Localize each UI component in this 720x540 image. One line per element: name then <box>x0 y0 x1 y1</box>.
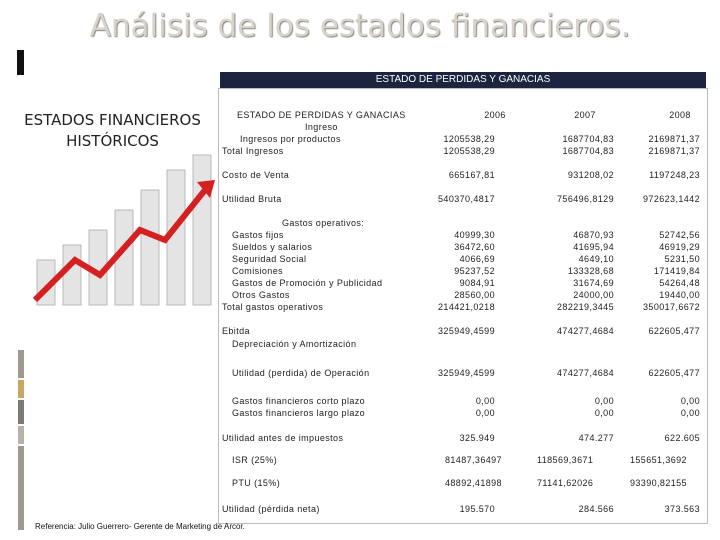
cell-value: 31674,69 <box>573 278 614 288</box>
accent-block <box>17 50 24 75</box>
cell-value: 2169871,37 <box>648 146 700 156</box>
cell-value: 325.949 <box>459 433 495 443</box>
cell-value: 1205538,29 <box>443 134 495 144</box>
cell-value: 4066,69 <box>459 254 495 264</box>
cell-value: 195.570 <box>459 504 495 514</box>
cell-value: 41695,94 <box>573 242 614 252</box>
cell-value: 5231,50 <box>664 254 700 264</box>
cell-value: 93390,82155 <box>630 478 687 488</box>
row-label: Ingreso <box>305 122 338 132</box>
cell-value: 540370,4817 <box>438 194 495 204</box>
column-header: 2006 <box>484 110 506 120</box>
cell-value: 931208,02 <box>567 170 614 180</box>
slide-title: Análisis de los estados financieros. <box>89 8 631 44</box>
cell-value: 622605,477 <box>648 326 700 336</box>
cell-value: 1687704,83 <box>562 134 614 144</box>
cell-value: 0,00 <box>680 396 700 406</box>
cell-value: 54264,48 <box>659 278 700 288</box>
table-caption: ESTADO DE PERDIDAS Y GANACIAS <box>220 72 706 88</box>
cell-value: 214421,0218 <box>438 302 495 312</box>
cell-value: 155651,3692 <box>630 455 687 465</box>
cell-value: 4649,10 <box>578 254 614 264</box>
decor <box>18 154 215 530</box>
cell-value: 0,00 <box>475 396 495 406</box>
row-label: PTU (15%) <box>232 478 281 488</box>
cell-value: 36472,60 <box>454 242 495 252</box>
cell-value: 622605,477 <box>648 368 700 378</box>
cell-value: 1197248,23 <box>649 170 700 180</box>
cell-value: 474277,4684 <box>557 326 614 336</box>
column-header: 2008 <box>669 110 691 120</box>
row-label: Ebitda <box>222 326 250 336</box>
reference: Referencia: Julio Guerrero- Gerente de M… <box>35 522 245 531</box>
cell-value: 622.605 <box>664 433 700 443</box>
cell-value: 474.277 <box>578 433 614 443</box>
cell-value: 46919,29 <box>659 242 700 252</box>
cell-value: 171419,84 <box>653 266 700 276</box>
cell-value: 46870,93 <box>573 230 614 240</box>
cell-value: 48892,41898 <box>445 478 502 488</box>
row-label: Utilidad (pérdida neta) <box>222 504 320 514</box>
cell-value: 52742,56 <box>659 230 700 240</box>
cell-value: 373.563 <box>664 504 700 514</box>
cell-value: 133328,68 <box>567 266 614 276</box>
row-label: Sueldos y salarios <box>232 242 313 252</box>
row-label: Depreciación y Amortización <box>232 339 357 349</box>
cell-value: 0,00 <box>680 408 700 418</box>
row-label: Gastos operativos: <box>282 218 365 228</box>
cell-value: 665167,81 <box>448 170 495 180</box>
cell-value: 19440,00 <box>659 290 700 300</box>
cell-value: 756496,8129 <box>557 194 614 204</box>
row-label: ISR (25%) <box>232 455 278 465</box>
cell-value: 40999,30 <box>454 230 495 240</box>
cell-value: 0,00 <box>475 408 495 418</box>
row-label: Gastos financieros largo plazo <box>232 408 366 418</box>
cell-value: 118569,3671 <box>537 455 594 465</box>
row-label: Utilidad Bruta <box>222 194 282 204</box>
row-label: Total gastos operativos <box>222 302 324 312</box>
cell-value: 28560,00 <box>454 290 495 300</box>
row-label: Utilidad (perdida) de Operación <box>232 368 370 378</box>
cell-value: 71141,62026 <box>537 478 594 488</box>
cell-value: 1205538,29 <box>443 146 495 156</box>
row-label: Costo de Venta <box>222 170 290 180</box>
cell-value: 972623,1442 <box>643 194 700 204</box>
cell-value: 474277,4684 <box>557 368 614 378</box>
row-label: Gastos de Promoción y Publicidad <box>232 278 383 288</box>
cell-value: 24000,00 <box>573 290 614 300</box>
row-label: Comisiones <box>232 266 284 276</box>
side-label: ESTADOS FINANCIEROS HISTÓRICOS <box>24 111 201 150</box>
row-label: Otros Gastos <box>232 290 290 300</box>
cell-value: 95237,52 <box>454 266 495 276</box>
column-header: 2007 <box>574 110 596 120</box>
row-label: Gastos financieros corto plazo <box>232 396 366 406</box>
cell-value: 1687704,83 <box>562 146 614 156</box>
cell-value: 2169871,37 <box>648 134 700 144</box>
row-label: Utilidad antes de impuestos <box>222 433 344 443</box>
row-header: ESTADO DE PERDIDAS Y GANACIAS <box>237 110 406 120</box>
table-frame <box>218 88 708 524</box>
cell-value: 282219,3445 <box>557 302 614 312</box>
cell-value: 81487,36497 <box>445 455 502 465</box>
cell-value: 325949,4599 <box>438 326 495 336</box>
cell-value: 350017,6672 <box>643 302 700 312</box>
row-label: Total Ingresos <box>222 146 284 156</box>
cell-value: 284.566 <box>578 504 614 514</box>
cell-value: 0,00 <box>594 408 614 418</box>
cell-value: 0,00 <box>594 396 614 406</box>
cell-value: 9084,91 <box>459 278 495 288</box>
cell-value: 325949,4599 <box>438 368 495 378</box>
row-label: Gastos fijos <box>232 230 284 240</box>
row-label: Seguridad Social <box>232 254 307 264</box>
row-label: Ingresos por productos <box>240 134 341 144</box>
